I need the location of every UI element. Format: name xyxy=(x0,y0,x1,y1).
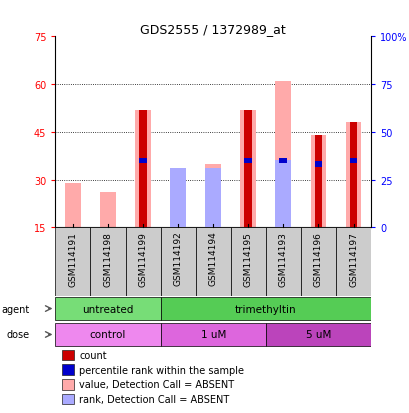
Text: GSM114193: GSM114193 xyxy=(278,231,287,286)
Bar xyxy=(265,228,300,296)
Bar xyxy=(310,135,326,228)
Bar xyxy=(170,169,186,228)
Bar xyxy=(349,158,357,164)
Bar xyxy=(275,82,290,228)
Bar xyxy=(139,110,146,228)
Bar xyxy=(55,297,160,320)
Bar xyxy=(55,228,90,296)
Text: untreated: untreated xyxy=(82,304,133,314)
Bar xyxy=(65,183,81,228)
Bar xyxy=(240,110,256,228)
Text: dose: dose xyxy=(7,330,30,339)
Bar xyxy=(345,123,360,228)
Bar xyxy=(160,323,265,347)
Text: agent: agent xyxy=(2,304,30,314)
Bar xyxy=(244,110,252,228)
Bar xyxy=(314,135,321,228)
Bar xyxy=(160,228,195,296)
Bar xyxy=(61,364,74,375)
Bar xyxy=(205,169,220,228)
Bar xyxy=(139,158,146,164)
Text: GSM114197: GSM114197 xyxy=(348,231,357,286)
Bar xyxy=(265,323,370,347)
Text: 5 uM: 5 uM xyxy=(305,330,330,339)
Text: GDS2555 / 1372989_at: GDS2555 / 1372989_at xyxy=(140,23,285,36)
Text: GSM114196: GSM114196 xyxy=(313,231,322,286)
Text: percentile rank within the sample: percentile rank within the sample xyxy=(79,365,243,375)
Text: GSM114195: GSM114195 xyxy=(243,231,252,286)
Bar xyxy=(275,161,290,228)
Bar xyxy=(55,323,160,347)
Bar xyxy=(349,123,357,228)
Text: trimethyltin: trimethyltin xyxy=(234,304,296,314)
Bar xyxy=(160,297,370,320)
Bar xyxy=(100,193,116,228)
Bar xyxy=(205,164,220,228)
Text: value, Detection Call = ABSENT: value, Detection Call = ABSENT xyxy=(79,380,234,389)
Text: 1 uM: 1 uM xyxy=(200,330,225,339)
Text: GSM114198: GSM114198 xyxy=(103,231,112,286)
Text: GSM114192: GSM114192 xyxy=(173,231,182,286)
Bar xyxy=(335,228,370,296)
Bar xyxy=(61,394,74,404)
Text: GSM114194: GSM114194 xyxy=(208,231,217,286)
Text: GSM114199: GSM114199 xyxy=(138,231,147,286)
Text: GSM114191: GSM114191 xyxy=(68,231,77,286)
Bar xyxy=(90,228,125,296)
Bar xyxy=(61,379,74,389)
Bar xyxy=(279,158,287,164)
Bar xyxy=(170,171,186,228)
Bar xyxy=(230,228,265,296)
Bar xyxy=(61,350,74,360)
Bar xyxy=(195,228,230,296)
Text: count: count xyxy=(79,350,106,360)
Text: control: control xyxy=(90,330,126,339)
Bar xyxy=(125,228,160,296)
Bar xyxy=(314,162,321,168)
Text: rank, Detection Call = ABSENT: rank, Detection Call = ABSENT xyxy=(79,394,229,404)
Bar xyxy=(135,110,151,228)
Bar xyxy=(300,228,335,296)
Bar xyxy=(244,158,252,164)
